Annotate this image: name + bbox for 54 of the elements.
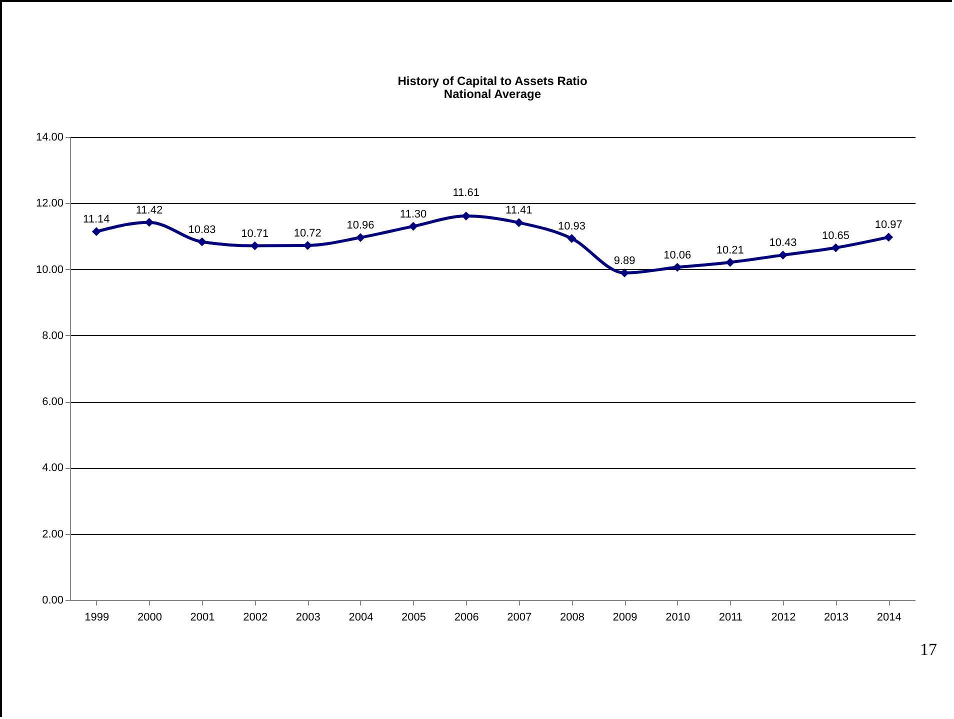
data-label: 10.97 [874, 219, 902, 232]
data-label: 10.83 [188, 224, 216, 236]
x-tick-label: 2012 [771, 612, 796, 624]
x-tick-label: 2005 [402, 612, 426, 624]
point [567, 234, 576, 243]
data-label: 11.30 [400, 208, 427, 220]
data-label: 10.65 [822, 230, 850, 242]
data-label: 10.06 [664, 249, 692, 262]
y-tick-label: 4.00 [42, 462, 64, 474]
point [198, 237, 207, 246]
y-tick-label: 14.00 [36, 132, 64, 144]
point [778, 250, 788, 260]
y-tick-label: 12.00 [36, 198, 64, 210]
x-tick-label: 2009 [612, 612, 638, 624]
data-label: 10.72 [294, 227, 322, 240]
chart-subtitle: National Average [444, 87, 542, 101]
data-label: 11.41 [506, 204, 532, 217]
data-label: 10.21 [716, 244, 744, 256]
x-tick-label: 1999 [84, 612, 110, 624]
data-label: 11.14 [83, 214, 110, 226]
point [356, 233, 365, 242]
x-tick-label: 2001 [190, 612, 215, 624]
x-tick-label: 2011 [718, 612, 742, 624]
point [514, 218, 524, 228]
y-tick-label: 2.00 [42, 528, 64, 540]
x-tick-label: 2008 [560, 612, 584, 624]
data-label: 10.43 [769, 237, 797, 250]
x-tick-label: 2003 [296, 612, 320, 624]
data-label: 10.93 [558, 220, 586, 233]
y-tick-label: 8.00 [42, 330, 64, 342]
x-tick-label: 2013 [824, 612, 849, 624]
data-label: 11.61 [452, 187, 480, 200]
data-label: 10.96 [346, 220, 374, 232]
point [726, 258, 735, 267]
y-tick-label: 0.00 [42, 594, 64, 606]
point [884, 232, 894, 242]
x-tick-label: 2004 [348, 612, 374, 624]
data-label: 9.89 [614, 254, 636, 267]
text: 17 [920, 640, 937, 660]
y-tick-label: 10.00 [36, 264, 64, 276]
data-label: 10.71 [241, 228, 269, 240]
point [831, 243, 840, 252]
y-tick-label: 6.00 [42, 396, 64, 408]
x-tick-label: 2010 [666, 612, 690, 624]
data-label: 11.42 [136, 204, 163, 216]
x-tick-label: 2006 [454, 612, 479, 624]
x-tick-label: 2000 [137, 612, 162, 624]
point [92, 227, 101, 236]
x-tick-label: 2014 [876, 612, 902, 624]
point [672, 262, 682, 272]
chart-title: History of Capital to Assets Ratio [398, 74, 588, 88]
x-tick-label: 2002 [243, 612, 268, 624]
x-tick-label: 2007 [507, 612, 532, 624]
point [408, 222, 418, 231]
